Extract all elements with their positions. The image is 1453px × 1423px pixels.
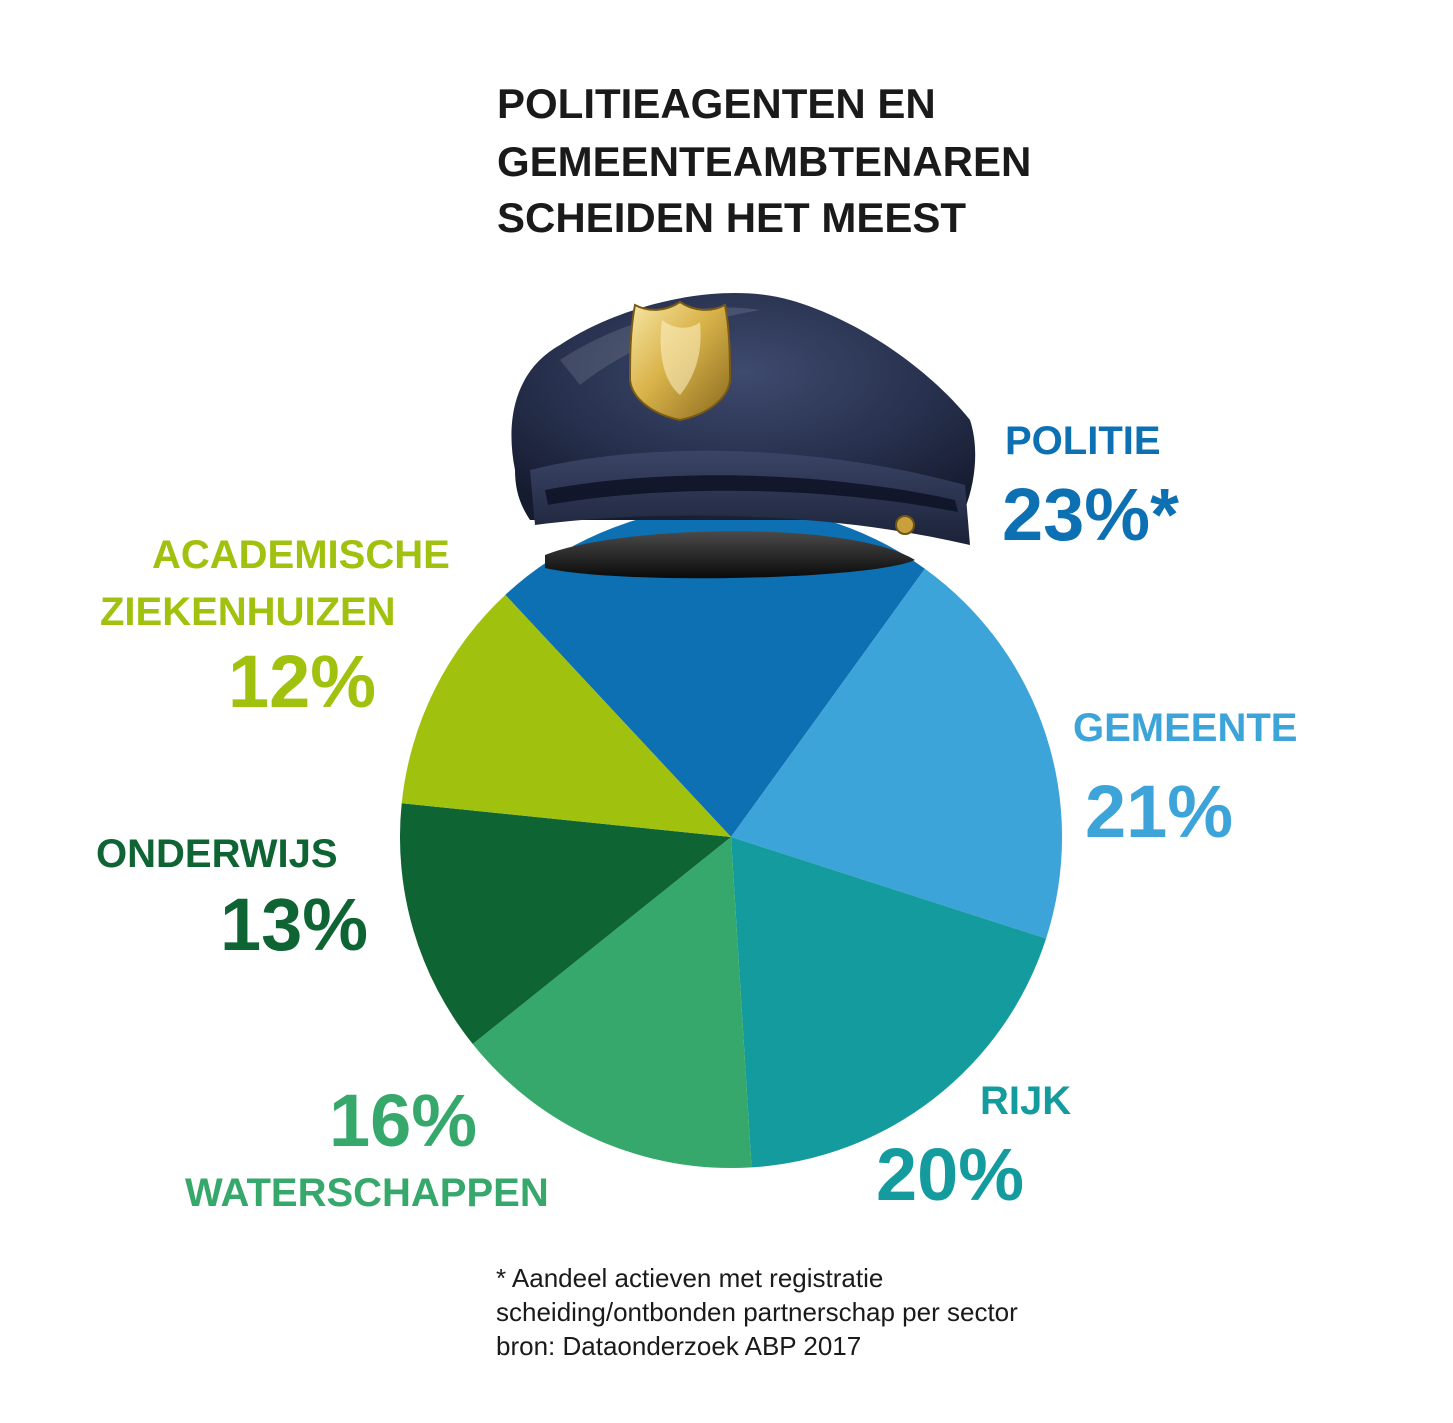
- footnote-line: bron: Dataonderzoek ABP 2017: [496, 1331, 861, 1361]
- pie-slice-2: [731, 837, 1047, 1168]
- footnote-line: scheiding/ontbonden partnerschap per sec…: [496, 1297, 1018, 1327]
- slice-labels: POLITIE 23%* GEMEENTE 21% RIJK 20% 16% W…: [96, 419, 1297, 1216]
- slice-value-gemeente: 21%: [1085, 770, 1233, 853]
- title-line: SCHEIDEN HET MEEST: [497, 194, 966, 241]
- slice-label-gemeente: GEMEENTE: [1073, 706, 1297, 750]
- pie-slice-3: [472, 837, 752, 1169]
- footnote: * Aandeel actieven met registratie schei…: [496, 1263, 1018, 1361]
- slice-value-politie: 23%*: [1002, 473, 1179, 556]
- slice-label-politie: POLITIE: [1005, 419, 1161, 463]
- pie-slice-5: [401, 594, 731, 837]
- slice-value-rijk: 20%: [876, 1133, 1024, 1216]
- slice-label-ziekenhuizen: ZIEKENHUIZEN: [100, 590, 396, 634]
- pie-slice-1: [731, 568, 1063, 939]
- slice-label-rijk: RIJK: [980, 1079, 1071, 1123]
- police-cap-icon: [511, 292, 976, 579]
- slice-value-academische-ziekenhuizen: 12%: [228, 640, 376, 723]
- pie-slice-4: [399, 803, 731, 1044]
- chart-title: POLITIEAGENTEN EN GEMEENTEAMBTENAREN SCH…: [497, 80, 1031, 241]
- slice-value-waterschappen: 16%: [329, 1079, 477, 1162]
- pie-slices: [399, 505, 1063, 1169]
- footnote-line: * Aandeel actieven met registratie: [496, 1263, 883, 1293]
- slice-label-onderwijs: ONDERWIJS: [96, 832, 338, 876]
- slice-label-academische: ACADEMISCHE: [152, 533, 450, 577]
- title-line: POLITIEAGENTEN EN: [497, 80, 936, 127]
- title-line: GEMEENTEAMBTENAREN: [497, 138, 1031, 185]
- slice-label-waterschappen: WATERSCHAPPEN: [185, 1171, 549, 1215]
- pie-slice-0: [505, 505, 925, 837]
- slice-value-onderwijs: 13%: [220, 883, 368, 966]
